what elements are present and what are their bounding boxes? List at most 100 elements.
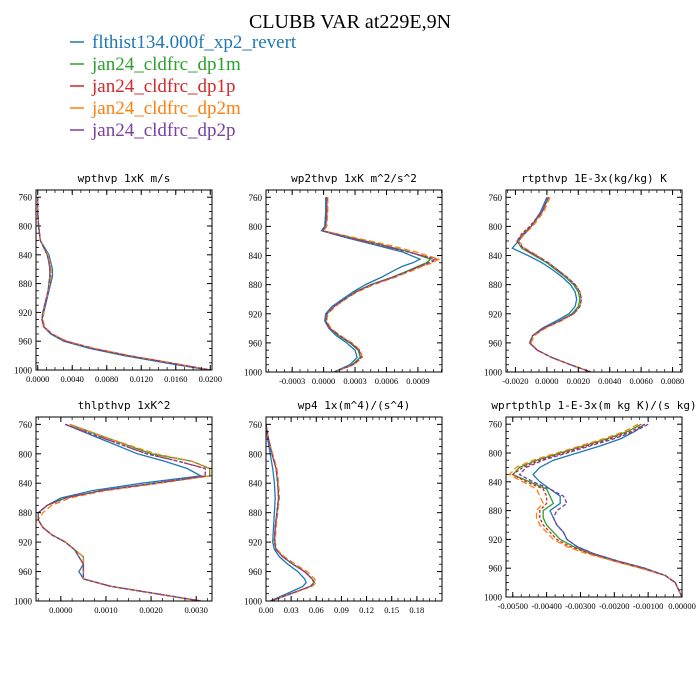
x-tick-label: 0.0060 <box>629 376 652 386</box>
x-tick-label: -0.0020 <box>502 376 528 386</box>
series-line <box>37 197 211 370</box>
series-group <box>508 423 682 597</box>
y-tick-label: 760 <box>19 420 33 430</box>
y-tick-label: 920 <box>489 535 503 545</box>
x-tick-label: 0.0080 <box>661 376 684 386</box>
y-tick-label: 760 <box>249 193 263 203</box>
y-tick-label: 960 <box>19 567 33 577</box>
x-tick-label: 0.0080 <box>95 374 118 384</box>
plot-frame <box>35 189 213 371</box>
chart-panel: wp4 1x(m^4)/(s^4)76080084088092096010000… <box>244 399 443 615</box>
panel-title: wprtpthlp 1-E-3x(m kg K)/(s kg) <box>491 399 696 412</box>
series-line <box>321 197 432 372</box>
chart-panel: wpthvp 1xK m/s76080084088092096010000.00… <box>14 172 222 384</box>
panel-title: thlpthvp 1xK^2 <box>78 399 171 412</box>
x-tick-label: -0.00100 <box>633 601 663 611</box>
series-line <box>322 197 441 372</box>
x-tick-label: 0.12 <box>359 605 374 615</box>
series-line <box>37 423 206 601</box>
y-tick-label: 960 <box>249 567 263 577</box>
x-tick-label: 0.06 <box>309 605 324 615</box>
x-tick-label: -0.0003 <box>279 376 305 386</box>
y-tick-label: 920 <box>249 538 263 548</box>
y-tick-label: 920 <box>19 538 33 548</box>
series-line <box>37 197 209 370</box>
series-line <box>37 197 211 370</box>
x-tick-label: 0.0000 <box>26 374 49 384</box>
series-line <box>517 197 592 372</box>
legend-entry: jan24_cldfrc_dp1m <box>70 54 241 75</box>
series-line <box>266 424 315 601</box>
series-line <box>37 423 206 601</box>
chart-panel: wp2thvp 1xK m^2/s^2 760 800 840 880 920 960 100… <box>244 172 443 386</box>
plot-frame <box>265 416 443 602</box>
y-tick-label: 880 <box>249 280 263 290</box>
legend-label: jan24_cldfrc_dp1m <box>91 54 241 75</box>
series-line <box>516 197 592 372</box>
plot-frame <box>265 189 443 373</box>
y-tick-label: 800 <box>489 449 503 459</box>
x-tick-label: -0.00200 <box>599 601 629 611</box>
x-tick-label: 0.0120 <box>130 374 153 384</box>
y-tick-label: 1000 <box>14 366 33 376</box>
series-line <box>516 197 592 372</box>
x-tick-label: 0.03 <box>284 605 299 615</box>
series-group <box>320 197 441 372</box>
x-tick-label: 0.00 <box>259 605 274 615</box>
legend-entry: jan24_cldfrc_dp1p <box>70 76 236 97</box>
plot-frame <box>505 416 683 598</box>
chart-panel: thlpthvp 1xK^2 760 800 840 880 920 960 1000 0.00… <box>14 399 213 615</box>
y-tick-label: 880 <box>489 506 503 516</box>
series-line <box>266 424 307 601</box>
x-tick-label: -0.00500 <box>498 601 528 611</box>
x-tick-label: 0.0000 <box>312 376 335 386</box>
x-tick-label: 0.0009 <box>406 376 429 386</box>
y-tick-label: 1000 <box>244 368 263 378</box>
x-tick-label: 0.0020 <box>139 605 162 615</box>
series-line <box>37 423 211 601</box>
series-line <box>37 197 211 370</box>
y-tick-label: 800 <box>249 222 263 232</box>
y-tick-label: 1000 <box>484 368 503 378</box>
y-tick-label: 760 <box>489 420 503 430</box>
x-tick-label: -0.00400 <box>531 601 561 611</box>
x-tick-label: 0.0030 <box>185 605 208 615</box>
y-tick-label: 840 <box>249 251 263 261</box>
y-tick-label: 840 <box>19 479 33 489</box>
chart-panel: rtpthvp 1E-3x(kg/kg) K 760 800 840 880 920 960… <box>484 172 684 386</box>
x-tick-label: 0.0003 <box>343 376 366 386</box>
series-line <box>266 424 318 601</box>
y-tick-label: 1000 <box>484 593 503 603</box>
x-tick-label: 0.09 <box>334 605 349 615</box>
legend: flthist134.000f_xp2_revertjan24_cldfrc_d… <box>70 32 297 141</box>
panel-title: wp4 1x(m^4)/(s^4) <box>298 399 411 412</box>
series-line <box>511 197 592 372</box>
x-tick-label: 0.0160 <box>164 374 187 384</box>
y-tick-label: 920 <box>249 309 263 319</box>
x-tick-label: 0.00000 <box>668 601 696 611</box>
series-line <box>511 423 682 597</box>
x-tick-label: 0.0200 <box>199 374 222 384</box>
y-tick-label: 880 <box>19 279 33 289</box>
series-group <box>37 423 211 601</box>
series-line <box>266 424 316 601</box>
panel-title: wp2thvp 1xK m^2/s^2 <box>291 172 417 185</box>
series-line <box>508 423 682 597</box>
y-tick-label: 920 <box>19 308 33 318</box>
x-tick-label: 0.0010 <box>94 605 117 615</box>
y-tick-label: 760 <box>19 193 33 203</box>
legend-entry: jan24_cldfrc_dp2m <box>70 98 241 119</box>
legend-entry: flthist134.000f_xp2_revert <box>70 32 297 53</box>
series-line <box>516 197 592 372</box>
y-tick-label: 1000 <box>14 597 33 607</box>
y-tick-label: 1000 <box>244 597 263 607</box>
series-line <box>37 197 211 370</box>
figure-title: CLUBB VAR at229E,9N <box>249 11 451 33</box>
legend-label: jan24_cldfrc_dp2p <box>91 120 236 141</box>
y-tick-label: 840 <box>489 251 503 261</box>
x-tick-label: 0.0000 <box>49 605 72 615</box>
y-tick-label: 920 <box>489 309 503 319</box>
panel-title: rtpthvp 1E-3x(kg/kg) K <box>521 172 667 185</box>
series-line <box>266 424 316 601</box>
